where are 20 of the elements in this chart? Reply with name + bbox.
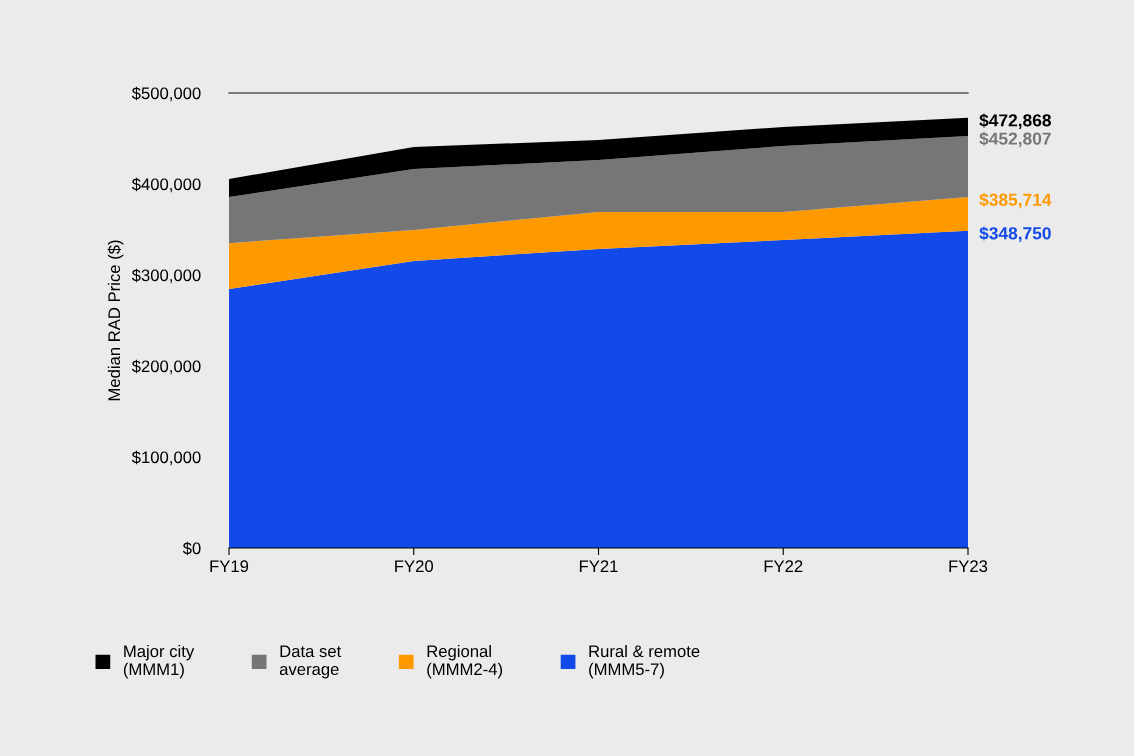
data-label: $452,807	[979, 131, 1051, 148]
x-tick-label: FY23	[949, 560, 988, 573]
y-tick-label: $0	[182, 541, 201, 556]
x-tick-label: FY20	[395, 560, 434, 573]
y-tick-label: $500,000	[131, 86, 201, 102]
y-tick-label: $300,000	[131, 268, 201, 284]
legend-label: Regional (MMM2-4)	[427, 644, 503, 679]
data-label: $348,750	[979, 226, 1051, 242]
data-label: $472,868	[979, 113, 1051, 130]
x-tick-label: FY22	[764, 560, 803, 572]
legend-label: Data set average	[279, 645, 342, 679]
legend-label: Major city (MMM1)	[123, 644, 195, 679]
x-tick-label: FY21	[579, 560, 618, 572]
data-label: $385,714	[979, 192, 1052, 209]
x-tick-label: FY19	[210, 560, 249, 573]
y-axis-title: Median RAD Price ($)	[107, 240, 124, 401]
y-tick-label: $200,000	[131, 359, 201, 375]
y-tick-label: $400,000	[131, 177, 201, 193]
y-tick-label: $100,000	[131, 450, 201, 466]
legend-label: Rural & remote (MMM5-7)	[589, 644, 700, 679]
